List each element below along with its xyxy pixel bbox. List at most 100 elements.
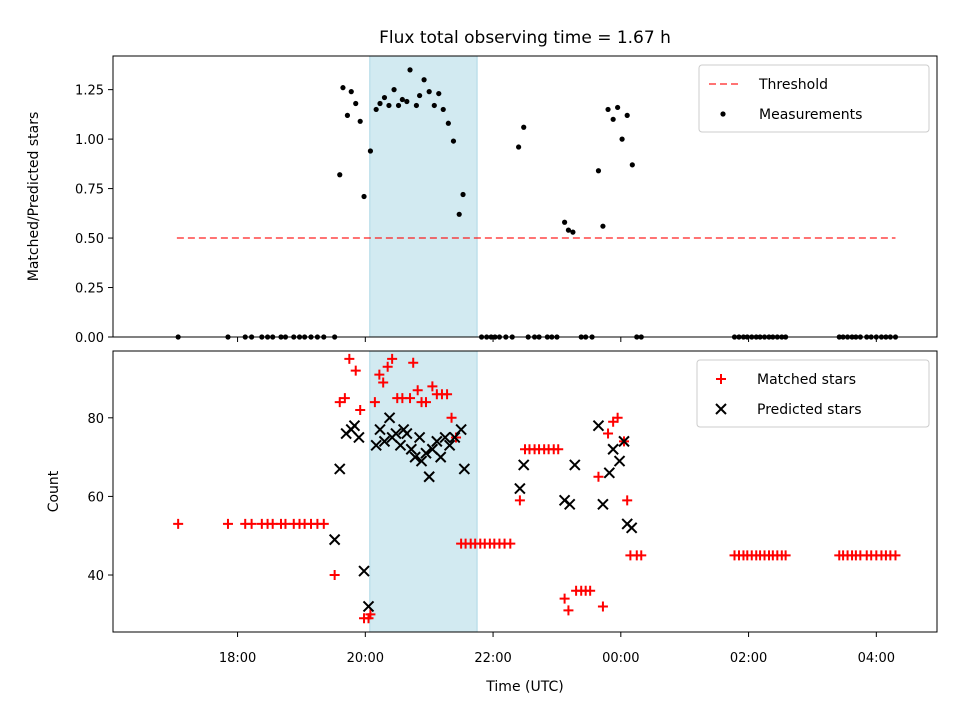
data-point xyxy=(563,605,574,616)
data-point xyxy=(442,389,453,400)
legend-box xyxy=(698,64,930,133)
legend-label: Threshold xyxy=(758,77,828,93)
data-point xyxy=(443,439,456,452)
x-tick-label: 00:00 xyxy=(602,651,639,666)
data-point xyxy=(440,106,446,113)
legend-swatch-predicted xyxy=(715,403,727,415)
data-point xyxy=(357,118,363,124)
data-point xyxy=(339,393,350,404)
y-tick-label: 80 xyxy=(87,412,104,427)
data-point xyxy=(434,451,447,463)
data-point xyxy=(450,138,457,144)
data-point xyxy=(348,419,361,432)
data-point xyxy=(378,377,389,388)
data-point xyxy=(610,116,616,122)
legend-box xyxy=(696,359,930,428)
data-point xyxy=(173,518,184,529)
legend-label: Predicted stars xyxy=(757,402,862,418)
data-point xyxy=(521,124,527,130)
data-point xyxy=(446,412,457,423)
data-point xyxy=(553,444,564,455)
data-point xyxy=(408,357,419,368)
data-point xyxy=(374,423,386,436)
data-point xyxy=(455,423,467,436)
data-point xyxy=(569,459,581,471)
data-point xyxy=(516,144,522,150)
y-tick-label: 0.25 xyxy=(75,282,104,297)
legend-swatch-matched xyxy=(716,374,726,384)
axes-frame xyxy=(112,350,938,633)
data-point xyxy=(423,471,435,483)
data-point xyxy=(460,191,466,198)
data-point xyxy=(404,98,410,105)
y-tick-label: 0.00 xyxy=(75,331,104,346)
data-point xyxy=(431,102,437,109)
data-point xyxy=(595,168,602,174)
data-point xyxy=(518,459,530,471)
data-point xyxy=(605,106,611,113)
data-point xyxy=(625,522,638,534)
data-point xyxy=(340,85,346,91)
x-axis-label: Time (UTC) xyxy=(485,679,563,695)
data-point xyxy=(381,94,388,101)
data-point xyxy=(350,365,361,376)
panel-counts: 40 60 80 18:00 20:00 22:00 00:00 02:00 04:00 Coun… xyxy=(46,350,938,666)
data-point xyxy=(399,96,405,103)
data-point xyxy=(409,451,421,463)
data-point xyxy=(415,455,428,467)
data-point xyxy=(377,100,383,107)
data-point xyxy=(401,427,413,440)
data-point xyxy=(369,397,380,408)
data-point xyxy=(358,565,370,577)
y-tick-label: 60 xyxy=(87,490,104,505)
data-point xyxy=(431,435,443,448)
data-point xyxy=(603,428,614,439)
data-point xyxy=(619,136,625,142)
data-point xyxy=(449,431,461,444)
data-point xyxy=(505,538,516,549)
data-point xyxy=(348,89,354,95)
data-point xyxy=(622,495,633,506)
data-point xyxy=(328,533,341,546)
data-point xyxy=(612,412,623,423)
legend-label: Matched stars xyxy=(757,372,856,388)
data-point xyxy=(382,361,393,372)
data-point xyxy=(390,427,402,440)
data-point xyxy=(603,467,616,479)
data-point xyxy=(412,385,423,396)
data-point xyxy=(890,550,901,561)
data-point xyxy=(439,431,451,444)
y-tick-label: 0.50 xyxy=(75,232,104,247)
data-point xyxy=(564,498,576,510)
data-point xyxy=(420,447,432,459)
data-point xyxy=(426,89,432,95)
data-point xyxy=(383,412,396,424)
data-point xyxy=(585,585,596,596)
data-point xyxy=(421,77,427,83)
data-point xyxy=(514,482,526,495)
data-point xyxy=(420,397,431,408)
y-axis-label: Matched/Predicted stars xyxy=(26,112,42,282)
x-tick-label: 02:00 xyxy=(730,651,767,666)
data-point xyxy=(355,404,366,415)
data-point xyxy=(344,112,351,118)
data-point xyxy=(246,518,257,529)
data-point xyxy=(592,419,605,432)
data-point xyxy=(413,102,420,109)
data-point xyxy=(417,92,423,99)
data-point xyxy=(427,381,438,392)
series-matched-stars xyxy=(173,353,901,624)
panel-ratio: 0.00 0.25 0.50 0.75 1.00 1.25 Matched/Predicte… xyxy=(26,55,938,346)
data-point xyxy=(618,435,630,448)
data-point xyxy=(361,193,367,200)
data-point xyxy=(615,104,621,111)
data-point xyxy=(593,471,604,482)
observing-span xyxy=(369,350,478,633)
chart-title: Flux total observing time = 1.67 h xyxy=(379,28,671,48)
series-predicted-stars xyxy=(328,412,638,613)
data-point xyxy=(565,227,572,233)
data-point xyxy=(391,87,397,93)
data-point xyxy=(394,439,407,452)
data-point xyxy=(597,601,608,612)
data-point xyxy=(562,219,568,225)
